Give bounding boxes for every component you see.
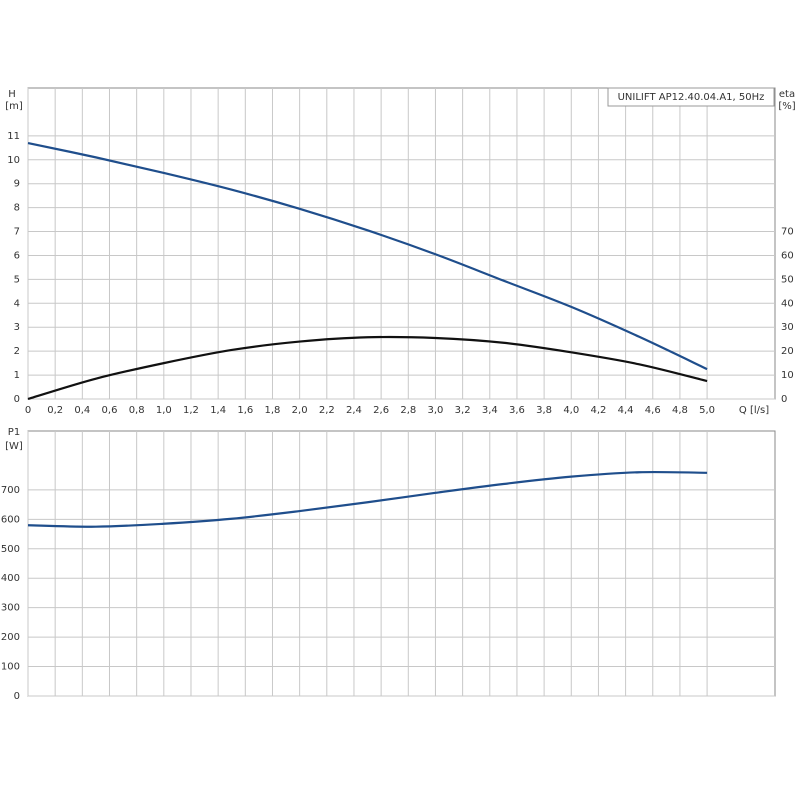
y-tick-label: 9 — [14, 179, 20, 190]
series-line — [27, 470, 708, 528]
y2-tick-label: 70 — [781, 227, 794, 238]
x-tick-label: 2,4 — [346, 405, 362, 416]
y2-axis-label: eta — [779, 89, 795, 100]
y-tick-label: 1 — [14, 370, 20, 381]
x-axis-label: Q [l/s] — [739, 405, 769, 416]
y-tick-label: 0 — [14, 394, 20, 405]
y2-axis-unit: [%] — [778, 101, 795, 112]
x-tick-label: 3,8 — [536, 405, 552, 416]
y-tick-label: 700 — [1, 485, 20, 496]
y-tick-label: 300 — [1, 603, 20, 614]
x-tick-label: 0,4 — [74, 405, 90, 416]
y2-tick-label: 10 — [781, 370, 794, 381]
y2-tick-label: 50 — [781, 274, 794, 285]
y-tick-label: 600 — [1, 514, 20, 525]
series-line — [27, 335, 708, 401]
y-tick-label: 2 — [14, 346, 20, 357]
y-tick-label: 0 — [14, 691, 20, 702]
legend-box — [607, 87, 775, 107]
y-tick-label: 200 — [1, 632, 20, 643]
y-axis-label: H — [8, 89, 16, 100]
y-tick-label: 5 — [14, 274, 20, 285]
x-tick-label: 2,0 — [292, 405, 308, 416]
x-tick-label: 4,8 — [672, 405, 688, 416]
x-tick-label: 5,0 — [699, 405, 715, 416]
x-tick-label: 4,2 — [590, 405, 606, 416]
y-tick-label: 8 — [14, 203, 20, 214]
plot-area — [27, 87, 776, 400]
x-tick-label: 1,8 — [265, 405, 281, 416]
plot-area — [27, 430, 776, 697]
x-tick-label: 1,4 — [210, 405, 226, 416]
x-tick-label: 0,6 — [102, 405, 118, 416]
y-tick-label: 10 — [7, 155, 20, 166]
y-axis-label: P1 — [8, 427, 20, 438]
series-line — [27, 141, 708, 371]
y-tick-label: 400 — [1, 573, 20, 584]
y2-tick-label: 60 — [781, 250, 794, 261]
x-tick-label: 2,8 — [400, 405, 416, 416]
x-tick-label: 2,2 — [319, 405, 335, 416]
y-tick-label: 100 — [1, 662, 20, 673]
y2-tick-label: 40 — [781, 298, 794, 309]
y-tick-label: 4 — [14, 298, 20, 309]
x-tick-label: 4,4 — [618, 405, 634, 416]
x-tick-label: 3,6 — [509, 405, 525, 416]
x-tick-label: 2,6 — [373, 405, 389, 416]
y-tick-label: 500 — [1, 544, 20, 555]
y-tick-label: 6 — [14, 250, 20, 261]
x-tick-label: 0,2 — [47, 405, 63, 416]
x-tick-label: 1,6 — [237, 405, 253, 416]
x-tick-label: 3,0 — [428, 405, 444, 416]
y-tick-label: 3 — [14, 322, 20, 333]
y2-tick-label: 30 — [781, 322, 794, 333]
x-tick-label: 4,0 — [563, 405, 579, 416]
y-tick-label: 7 — [14, 227, 20, 238]
x-tick-label: 1,2 — [183, 405, 199, 416]
y-axis-unit: [m] — [5, 101, 23, 112]
y2-tick-label: 0 — [781, 394, 787, 405]
y-axis-unit: [W] — [5, 441, 23, 452]
x-tick-label: 3,4 — [482, 405, 498, 416]
x-tick-label: 0,8 — [129, 405, 145, 416]
x-tick-label: 3,2 — [455, 405, 471, 416]
chart-title: UNILIFT AP12.40.04.A1, 50Hz — [618, 92, 765, 103]
y-tick-label: 11 — [7, 131, 20, 142]
y2-tick-label: 20 — [781, 346, 794, 357]
x-tick-label: 0 — [25, 405, 31, 416]
x-tick-label: 1,0 — [156, 405, 172, 416]
x-tick-label: 4,6 — [645, 405, 661, 416]
